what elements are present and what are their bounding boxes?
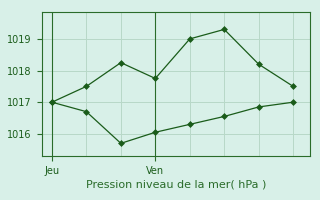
X-axis label: Pression niveau de la mer( hPa ): Pression niveau de la mer( hPa ) bbox=[86, 180, 266, 190]
